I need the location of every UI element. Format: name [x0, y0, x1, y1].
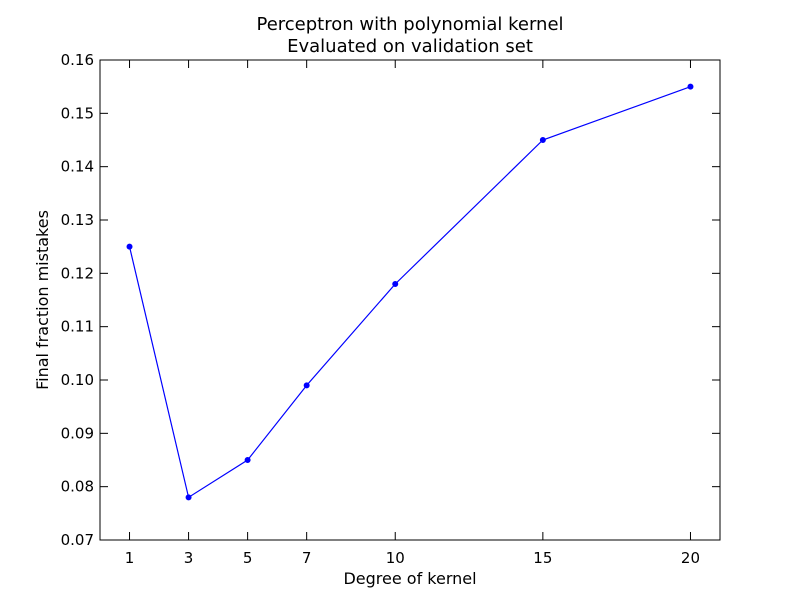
y-tick-label: 0.07	[61, 531, 94, 549]
data-point	[303, 382, 310, 389]
chart-subtitle: Evaluated on validation set	[287, 36, 533, 57]
data-point	[539, 137, 546, 143]
y-tick-label: 0.08	[61, 478, 94, 496]
plot-area-frame	[99, 59, 721, 541]
data-series	[126, 83, 694, 501]
x-tick-label: 20	[681, 549, 700, 567]
y-axis-label: Final fraction mistakes	[33, 210, 52, 390]
y-tick-label: 0.16	[61, 51, 94, 69]
y-tick-label: 0.14	[61, 158, 94, 176]
y-tick-label: 0.15	[61, 104, 94, 122]
x-tick-label: 3	[184, 549, 194, 567]
x-axis-label: Degree of kernel	[343, 569, 476, 588]
y-tick-label: 0.10	[61, 371, 94, 389]
x-tick-label: 7	[302, 549, 312, 567]
x-tick-label: 5	[243, 549, 253, 567]
x-tick-label: 15	[533, 549, 552, 567]
y-tick-label: 0.12	[61, 264, 94, 282]
tick-labels: 1 3 5 7 10 15 20 0.07 0.08 0.09 0.10 0.11 0.12 0.13 0.…	[61, 51, 700, 567]
data-point	[244, 457, 251, 463]
x-tick-label: 1	[125, 549, 135, 567]
y-tick-label: 0.13	[61, 211, 94, 229]
x-tick-label: 10	[386, 549, 405, 567]
series-line	[128, 86, 691, 499]
data-point	[392, 281, 399, 287]
data-point	[126, 243, 133, 250]
axis-ticks	[100, 59, 720, 541]
data-point	[687, 83, 694, 90]
y-tick-label: 0.11	[61, 318, 94, 336]
data-point	[185, 494, 192, 501]
chart-title: Perceptron with polynomial kernel	[256, 14, 563, 35]
y-tick-label: 0.09	[61, 424, 94, 442]
